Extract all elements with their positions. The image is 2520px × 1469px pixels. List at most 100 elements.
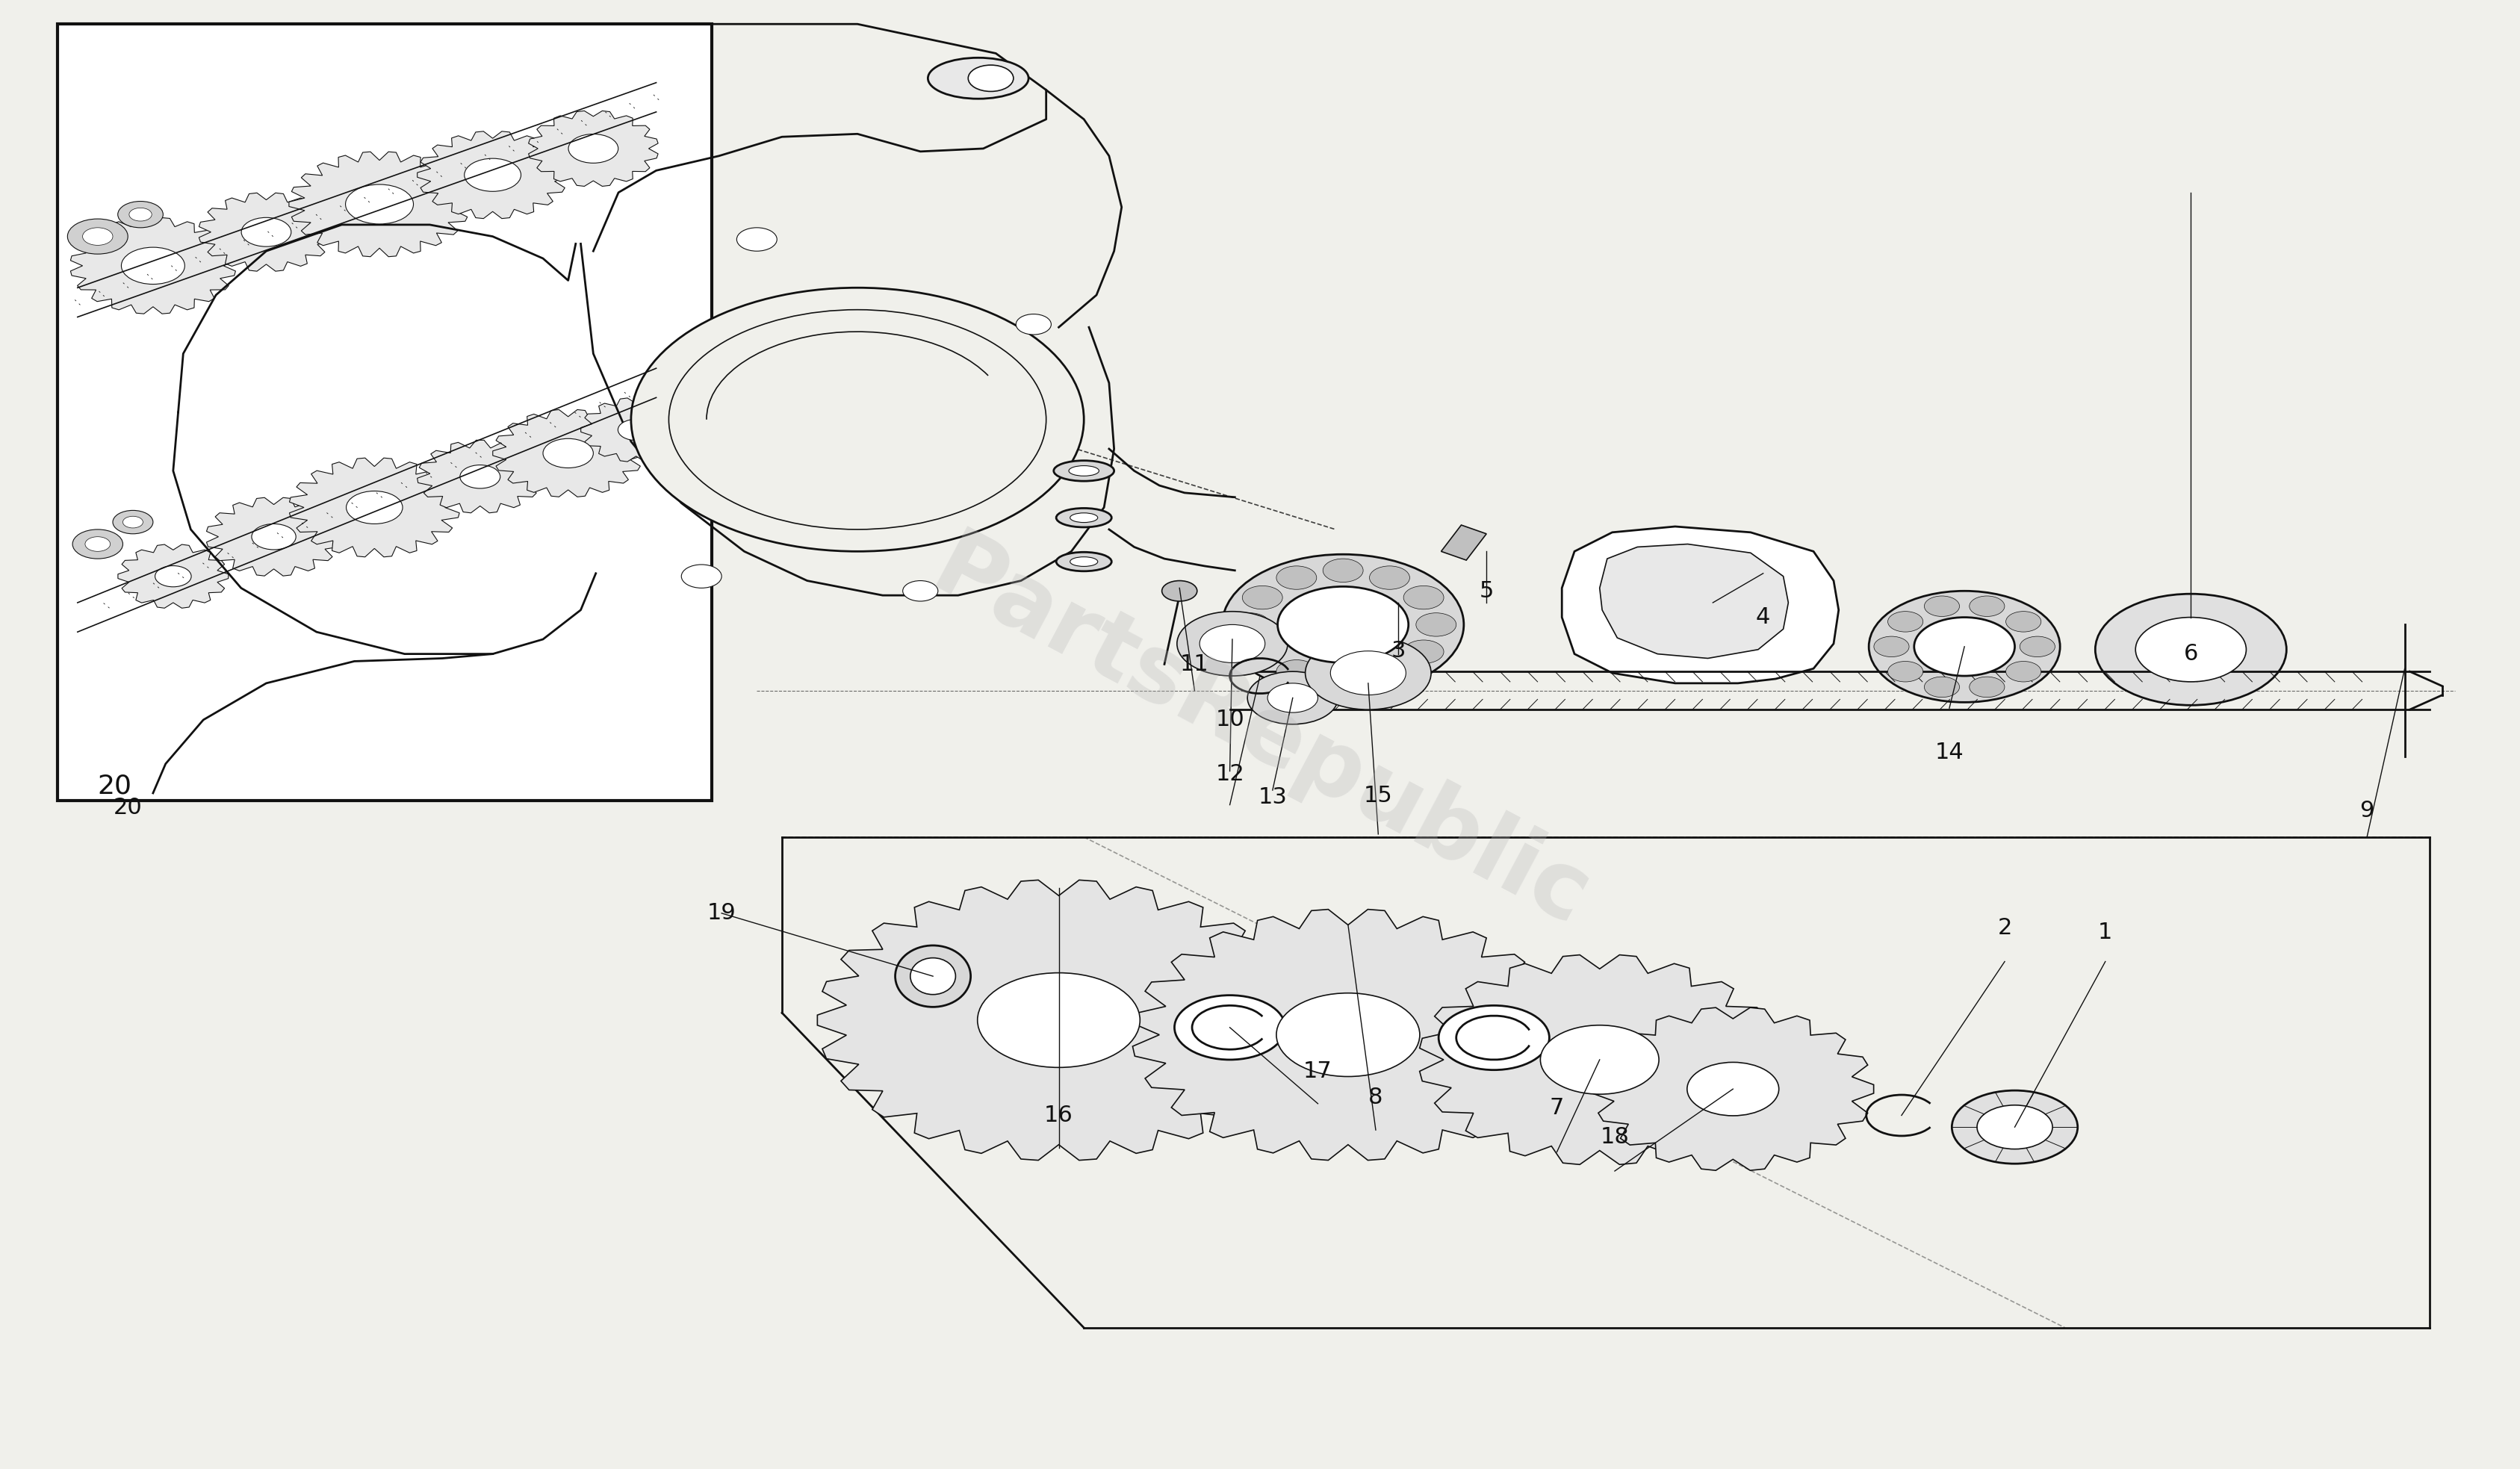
Circle shape bbox=[1016, 314, 1051, 335]
Circle shape bbox=[968, 65, 1013, 91]
Text: 6: 6 bbox=[2185, 643, 2197, 665]
Polygon shape bbox=[1562, 526, 1840, 683]
Text: 18: 18 bbox=[1600, 1127, 1630, 1149]
Circle shape bbox=[1404, 586, 1444, 610]
Text: 7: 7 bbox=[1550, 1097, 1565, 1119]
Circle shape bbox=[1230, 613, 1270, 636]
Text: 17: 17 bbox=[1303, 1061, 1333, 1083]
Text: PartsRepublic: PartsRepublic bbox=[917, 523, 1603, 946]
Ellipse shape bbox=[1068, 466, 1099, 476]
Bar bbox=[58, 24, 711, 801]
Circle shape bbox=[121, 247, 184, 284]
Circle shape bbox=[1887, 661, 1923, 682]
Circle shape bbox=[680, 564, 721, 588]
Circle shape bbox=[345, 185, 413, 223]
Circle shape bbox=[1968, 677, 2003, 698]
Polygon shape bbox=[494, 410, 643, 497]
Text: 14: 14 bbox=[1935, 742, 1963, 762]
Circle shape bbox=[1323, 667, 1363, 690]
Text: 8: 8 bbox=[1368, 1087, 1383, 1109]
Circle shape bbox=[1177, 611, 1288, 676]
Circle shape bbox=[736, 228, 776, 251]
Ellipse shape bbox=[1071, 557, 1099, 567]
Text: 12: 12 bbox=[1215, 764, 1245, 784]
Circle shape bbox=[464, 159, 522, 191]
Circle shape bbox=[252, 524, 295, 549]
Circle shape bbox=[1268, 683, 1318, 712]
Text: 19: 19 bbox=[708, 902, 736, 924]
Circle shape bbox=[902, 580, 937, 601]
Polygon shape bbox=[71, 217, 234, 314]
Circle shape bbox=[1439, 1005, 1550, 1069]
Ellipse shape bbox=[927, 57, 1028, 98]
Circle shape bbox=[1174, 995, 1285, 1059]
Circle shape bbox=[668, 310, 1046, 529]
Circle shape bbox=[1247, 671, 1338, 724]
Circle shape bbox=[1222, 554, 1464, 695]
Circle shape bbox=[83, 228, 113, 245]
Circle shape bbox=[86, 536, 111, 551]
Polygon shape bbox=[418, 131, 567, 219]
Ellipse shape bbox=[1053, 461, 1114, 480]
Circle shape bbox=[118, 201, 164, 228]
Circle shape bbox=[1242, 586, 1283, 610]
Circle shape bbox=[1162, 580, 1197, 601]
Circle shape bbox=[1887, 611, 1923, 632]
Polygon shape bbox=[199, 192, 333, 272]
Text: 9: 9 bbox=[2359, 799, 2374, 821]
Circle shape bbox=[1404, 640, 1444, 664]
Polygon shape bbox=[1593, 1008, 1875, 1171]
Circle shape bbox=[1915, 617, 2016, 676]
Ellipse shape bbox=[895, 946, 970, 1006]
Circle shape bbox=[1275, 566, 1315, 589]
Circle shape bbox=[345, 491, 403, 524]
Circle shape bbox=[73, 529, 123, 558]
Circle shape bbox=[2134, 617, 2245, 682]
Circle shape bbox=[2094, 593, 2286, 705]
Polygon shape bbox=[290, 458, 459, 557]
Text: 16: 16 bbox=[1043, 1105, 1074, 1127]
Circle shape bbox=[570, 134, 617, 163]
Text: 1: 1 bbox=[2099, 921, 2112, 943]
Circle shape bbox=[1925, 596, 1961, 617]
Circle shape bbox=[1968, 596, 2003, 617]
Circle shape bbox=[1200, 624, 1265, 663]
Polygon shape bbox=[1441, 524, 1487, 560]
Polygon shape bbox=[580, 398, 690, 461]
Text: 13: 13 bbox=[1257, 787, 1288, 808]
Circle shape bbox=[68, 219, 129, 254]
Polygon shape bbox=[118, 545, 229, 608]
Circle shape bbox=[1368, 566, 1409, 589]
Ellipse shape bbox=[1056, 552, 1111, 571]
Text: 11: 11 bbox=[1179, 654, 1210, 676]
Circle shape bbox=[156, 566, 192, 586]
Circle shape bbox=[978, 972, 1139, 1068]
Circle shape bbox=[1540, 1025, 1658, 1094]
Ellipse shape bbox=[1071, 513, 1099, 523]
Circle shape bbox=[542, 439, 592, 469]
Circle shape bbox=[617, 419, 655, 441]
Circle shape bbox=[2006, 611, 2041, 632]
Circle shape bbox=[129, 209, 151, 220]
Text: 10: 10 bbox=[1215, 710, 1245, 730]
Ellipse shape bbox=[910, 958, 955, 995]
Text: 2: 2 bbox=[1998, 917, 2011, 939]
Polygon shape bbox=[1419, 955, 1779, 1165]
Text: 20: 20 bbox=[113, 796, 141, 818]
Circle shape bbox=[1686, 1062, 1779, 1116]
Circle shape bbox=[1870, 591, 2059, 702]
Circle shape bbox=[2006, 661, 2041, 682]
Circle shape bbox=[1323, 558, 1363, 582]
Circle shape bbox=[1331, 651, 1406, 695]
Circle shape bbox=[1368, 660, 1409, 683]
Circle shape bbox=[1242, 640, 1283, 664]
Text: 20: 20 bbox=[98, 773, 131, 799]
Polygon shape bbox=[207, 498, 340, 576]
Circle shape bbox=[2021, 636, 2054, 657]
Circle shape bbox=[1978, 1105, 2051, 1149]
Text: 5: 5 bbox=[1479, 580, 1494, 602]
Polygon shape bbox=[816, 880, 1300, 1161]
Circle shape bbox=[461, 466, 499, 488]
Circle shape bbox=[1925, 677, 1961, 698]
Text: 15: 15 bbox=[1363, 786, 1394, 806]
